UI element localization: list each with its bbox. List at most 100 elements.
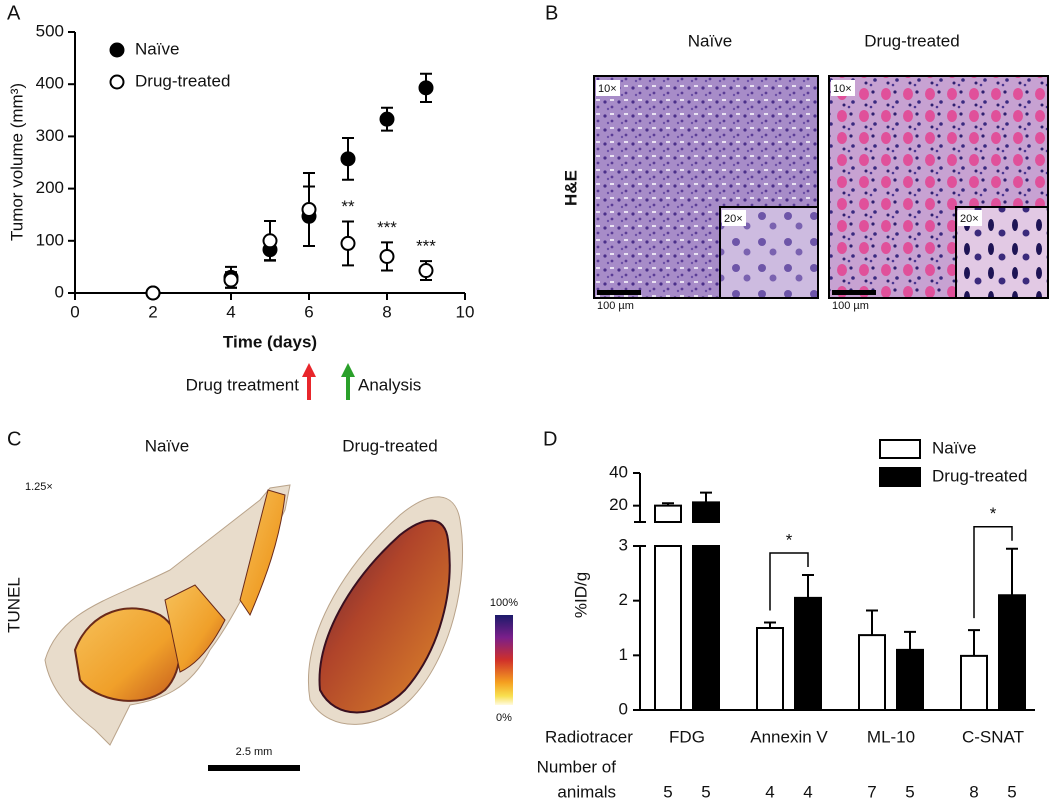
label-box — [831, 80, 855, 96]
data-point — [301, 201, 317, 217]
significance: * — [786, 530, 793, 549]
error-bar — [802, 573, 814, 598]
animal-count: 5 — [905, 782, 914, 799]
data-point — [145, 285, 161, 301]
scale-label: 100 µm — [832, 300, 869, 312]
y-tick-label: 1 — [619, 645, 628, 664]
label-box — [722, 210, 746, 226]
x-tick-label: C-SNAT — [962, 727, 1024, 746]
y-axis-label: %ID/g — [571, 572, 590, 618]
legend-swatch — [879, 467, 921, 487]
column-title: Naïve — [688, 31, 732, 50]
panel-label: D — [543, 428, 557, 450]
animal-count: 8 — [969, 782, 978, 799]
bar — [998, 594, 1026, 711]
legend-marker — [109, 42, 125, 58]
column-title: Naïve — [145, 436, 189, 455]
magnification: 20× — [724, 213, 743, 225]
legend-label: Naïve — [135, 39, 179, 58]
legend-marker — [109, 74, 125, 90]
error-bar — [968, 629, 980, 656]
error-bar — [662, 502, 674, 506]
row-label: Number of — [537, 757, 617, 776]
y-tick-label: 20 — [609, 495, 628, 514]
y-tick-label: 400 — [36, 74, 64, 93]
data-point — [262, 233, 278, 249]
bar — [794, 596, 822, 711]
y-tick-label: 300 — [36, 126, 64, 145]
x-tick-label: Annexin V — [750, 727, 828, 746]
data-point — [379, 111, 395, 127]
scale-bar — [208, 765, 300, 771]
tissue-image — [44, 484, 291, 746]
x-tick-label: 4 — [226, 302, 235, 321]
x-tick-label: 6 — [304, 302, 313, 321]
legend-label: Drug-treated — [932, 466, 1027, 485]
row-label: Radiotracer — [545, 727, 633, 746]
animal-count: 5 — [663, 782, 672, 799]
x-tick-label: 8 — [382, 302, 391, 321]
data-point — [379, 248, 395, 264]
magnification: 1.25× — [25, 481, 53, 493]
y-tick-label: 500 — [36, 21, 64, 40]
y-tick-label: 100 — [36, 230, 64, 249]
bar — [654, 504, 682, 711]
significance: * — [990, 504, 997, 523]
tissue-image — [318, 519, 451, 714]
animal-count: 5 — [701, 782, 710, 799]
bar — [858, 634, 886, 711]
colorbar — [495, 615, 513, 705]
data-point — [223, 272, 239, 288]
magnification: 20× — [960, 213, 979, 225]
colorbar-label: 100% — [490, 597, 518, 609]
x-axis-label: Time (days) — [223, 332, 317, 351]
y-axis-label: Tumor volume (mm³) — [7, 83, 26, 241]
animal-count: 7 — [867, 782, 876, 799]
label-box — [958, 210, 982, 226]
data-point — [418, 80, 434, 96]
panel-label: B — [545, 2, 558, 24]
y-tick-label: 0 — [55, 282, 64, 301]
scale-bar — [597, 290, 641, 295]
bar — [692, 501, 720, 711]
y-tick-label: 0 — [619, 699, 628, 718]
column-title: Drug-treated — [864, 31, 959, 50]
data-point — [340, 151, 356, 167]
label-box — [596, 80, 620, 96]
row-label: TUNEL — [4, 577, 23, 633]
significance-bracket — [973, 525, 1013, 619]
error-bar — [700, 491, 712, 503]
significance: *** — [416, 237, 436, 256]
y-tick-label: 200 — [36, 178, 64, 197]
animal-count: 5 — [1007, 782, 1016, 799]
error-bar — [904, 630, 916, 650]
error-bar — [764, 621, 776, 628]
x-tick-label: FDG — [669, 727, 705, 746]
y-tick-label: 40 — [609, 462, 628, 481]
significance: ** — [341, 197, 355, 216]
scale-label: 100 µm — [597, 300, 634, 312]
legend-label: Naïve — [932, 438, 976, 457]
y-tick-label: 2 — [619, 590, 628, 609]
tissue-image — [164, 584, 226, 673]
x-tick-label: 2 — [148, 302, 157, 321]
event-arrowhead — [302, 363, 316, 377]
row-label: H&E — [561, 170, 580, 206]
x-tick-label: ML-10 — [867, 727, 915, 746]
magnification: 10× — [833, 83, 852, 95]
error-bar — [866, 609, 878, 636]
scale-bar — [832, 290, 876, 295]
significance-bracket — [769, 552, 809, 611]
event-arrowhead — [341, 363, 355, 377]
data-point — [340, 235, 356, 251]
bar — [896, 648, 924, 711]
bar — [960, 654, 988, 711]
scale-label: 2.5 mm — [236, 746, 273, 758]
animal-count: 4 — [765, 782, 774, 799]
bar — [756, 627, 784, 711]
column-title: Drug-treated — [342, 436, 437, 455]
panel-label: C — [7, 428, 21, 450]
tissue-image — [239, 489, 286, 617]
animal-count: 4 — [803, 782, 812, 799]
colorbar-label: 0% — [496, 712, 512, 724]
